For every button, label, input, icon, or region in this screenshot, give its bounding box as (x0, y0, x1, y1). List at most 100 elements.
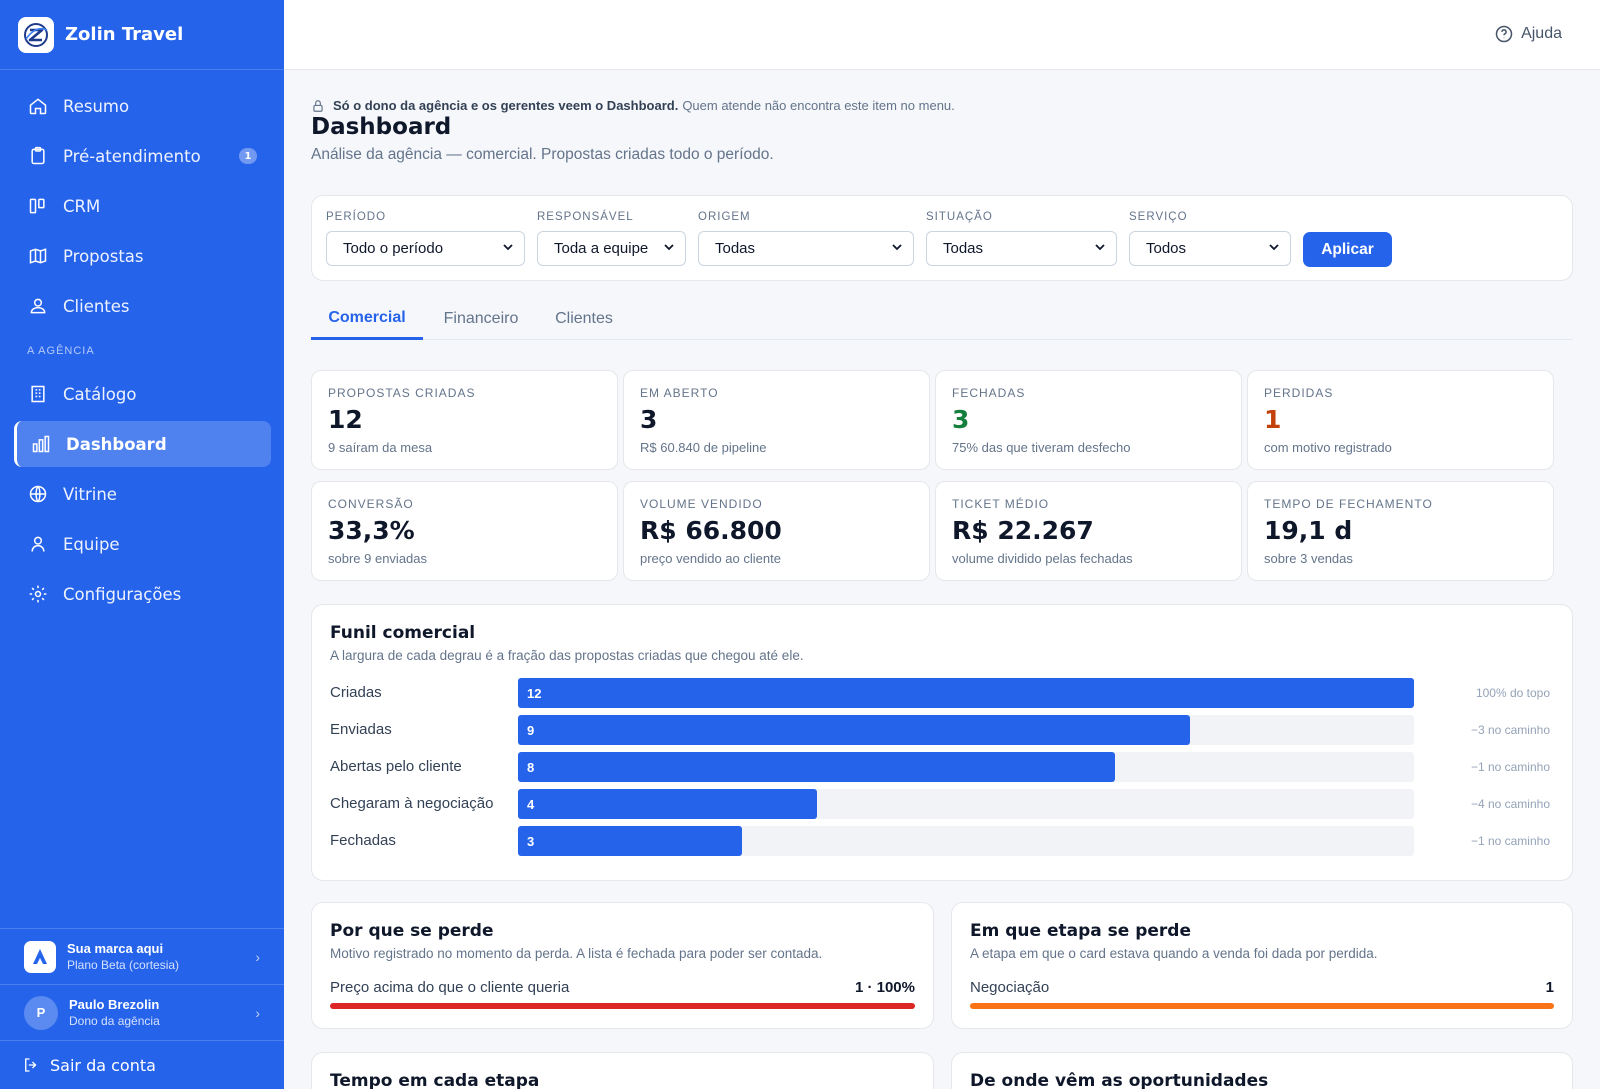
apply-button[interactable]: Aplicar (1303, 232, 1392, 267)
brand-account-subtitle: Plano Beta (cortesia) (67, 958, 180, 972)
loss-stage-bar (970, 1003, 1554, 1009)
origins-title: De onde vêm as oportunidades (970, 1071, 1269, 1089)
kpi-label: PERDIDAS (1264, 386, 1334, 400)
funnel-category-label: Criadas (330, 684, 382, 701)
kpi-card: TEMPO DE FECHAMENTO 19,1 d sobre 3 vendas (1247, 481, 1554, 581)
kpi-value: 19,1 d (1264, 516, 1353, 545)
stage-time-title: Tempo em cada etapa (330, 1071, 540, 1089)
funnel-note: −4 no caminho (1470, 797, 1550, 811)
periodo-select[interactable]: Todo o período (326, 231, 525, 266)
logout-button[interactable]: Sair da conta (0, 1041, 284, 1089)
funnel-bar: 12 (518, 678, 1414, 708)
page-title: Dashboard (311, 114, 452, 140)
chevron-right-icon: › (255, 1004, 260, 1021)
sidebar-item-equipe[interactable]: Equipe (14, 521, 271, 567)
funnel-row: Criadas 12 100% do topo (330, 678, 1550, 708)
kpi-label: VOLUME VENDIDO (640, 497, 763, 511)
sidebar-item-label: Resumo (63, 96, 130, 116)
kpi-card: CONVERSÃO 33,3% sobre 9 enviadas (311, 481, 618, 581)
sidebar-item-propostas[interactable]: Propostas (14, 233, 271, 279)
filter-label: RESPONSÁVEL (537, 211, 634, 223)
sidebar-item-catalogo[interactable]: Catálogo (14, 371, 271, 417)
kpi-card: VOLUME VENDIDO R$ 66.800 preço vendido ao … (623, 481, 930, 581)
brand-name: Zolin Travel (65, 24, 184, 45)
sidebar-item-vitrine[interactable]: Vitrine (14, 471, 271, 517)
sidebar-item-clientes[interactable]: Clientes (14, 283, 271, 329)
loss-reasons-panel: Por que se perde Motivo registrado no mo… (311, 902, 934, 1029)
loss-stage-label: Negociação (970, 979, 1050, 996)
kpi-value: 3 (952, 405, 970, 434)
help-button[interactable]: Ajuda (1494, 24, 1562, 44)
notice-bold: Só o dono da agência e os gerentes veem … (333, 98, 679, 113)
users-icon (27, 295, 49, 317)
logout-icon (22, 1056, 40, 1074)
filter-servico: SERVIÇO Todos (1129, 211, 1291, 266)
chevron-down-icon (663, 240, 675, 257)
help-icon (1494, 24, 1514, 44)
kpi-subtext: R$ 60.840 de pipeline (640, 440, 767, 455)
user-account[interactable]: P Paulo Brezolin Dono da agência › (0, 985, 284, 1041)
kpi-value: 12 (328, 405, 363, 434)
agency-logo-icon (24, 940, 56, 973)
brand-account[interactable]: Sua marca aqui Plano Beta (cortesia) › (0, 929, 284, 985)
kpi-label: CONVERSÃO (328, 497, 414, 511)
building-icon (27, 383, 49, 405)
dashboard-tabs: Comercial Financeiro Clientes (311, 298, 1573, 340)
kpi-subtext: preço vendido ao cliente (640, 551, 781, 566)
origins-panel: De onde vêm as oportunidades (951, 1052, 1573, 1089)
filters-panel: PERÍODO Todo o período RESPONSÁVEL Toda … (311, 195, 1573, 281)
filter-label: SERVIÇO (1129, 211, 1188, 223)
funnel-category-label: Fechadas (330, 832, 396, 849)
sidebar-item-label: Pré-atendimento (63, 146, 201, 166)
tab-clientes[interactable]: Clientes (555, 310, 613, 327)
funnel-category-label: Enviadas (330, 721, 392, 738)
kpi-value: 33,3% (328, 516, 415, 545)
kpi-label: TEMPO DE FECHAMENTO (1264, 497, 1433, 511)
sidebar-item-configuracoes[interactable]: Configurações (14, 571, 271, 617)
funnel-track: 9 (518, 715, 1414, 745)
logout-label: Sair da conta (50, 1055, 156, 1075)
chevron-right-icon: › (255, 948, 260, 965)
funnel-row: Enviadas 9 −3 no caminho (330, 715, 1550, 745)
nav-section-label: A AGÊNCIA (27, 345, 95, 357)
sidebar-item-label: Propostas (63, 246, 144, 266)
sidebar-item-dashboard[interactable]: Dashboard (14, 421, 271, 467)
sidebar-item-crm[interactable]: CRM (14, 183, 271, 229)
kpi-label: TICKET MÉDIO (952, 497, 1050, 511)
avatar: P (24, 995, 58, 1030)
filter-origem: ORIGEM Todas (698, 211, 914, 266)
filter-label: SITUAÇÃO (926, 211, 993, 223)
loss-reason-row: Preço acima do que o cliente queria 1 · … (330, 979, 915, 996)
brand[interactable]: Zolin Travel (0, 0, 284, 70)
loss-stages-title: Em que etapa se perde (970, 921, 1191, 941)
user-role: Dono da agência (69, 1014, 160, 1028)
sidebar-item-resumo[interactable]: Resumo (14, 83, 271, 129)
chevron-down-icon (891, 240, 903, 257)
origem-select[interactable]: Todas (698, 231, 914, 266)
count-badge: 1 (239, 148, 257, 164)
sidebar-item-label: Configurações (63, 584, 182, 604)
responsavel-select[interactable]: Toda a equipe (537, 231, 686, 266)
tab-financeiro[interactable]: Financeiro (443, 310, 519, 327)
filter-periodo: PERÍODO Todo o período (326, 211, 525, 266)
tab-comercial[interactable]: Comercial (311, 298, 423, 340)
kpi-subtext: 75% das que tiveram desfecho (952, 440, 1131, 455)
sidebar-item-label: CRM (63, 196, 101, 216)
kpi-value: R$ 22.267 (952, 516, 1094, 545)
sidebar-item-label: Vitrine (63, 484, 117, 504)
globe-icon (27, 483, 49, 505)
chevron-down-icon (1094, 240, 1106, 257)
sidebar: Zolin Travel Resumo Pré-atendimento 1 CR… (0, 0, 284, 1089)
page-subtitle: Análise da agência — comercial. Proposta… (311, 146, 774, 163)
servico-select[interactable]: Todos (1129, 231, 1291, 266)
funnel-note: −1 no caminho (1470, 834, 1550, 848)
kpi-label: EM ABERTO (640, 386, 719, 400)
situacao-select[interactable]: Todas (926, 231, 1117, 266)
home-icon (27, 95, 49, 117)
funnel-row: Fechadas 3 −1 no caminho (330, 826, 1550, 856)
user-name: Paulo Brezolin (69, 997, 160, 1012)
lock-icon (311, 99, 325, 113)
funnel-note: −3 no caminho (1470, 723, 1550, 737)
sidebar-item-pre-atendimento[interactable]: Pré-atendimento 1 (14, 133, 271, 179)
filter-situacao: SITUAÇÃO Todas (926, 211, 1117, 266)
